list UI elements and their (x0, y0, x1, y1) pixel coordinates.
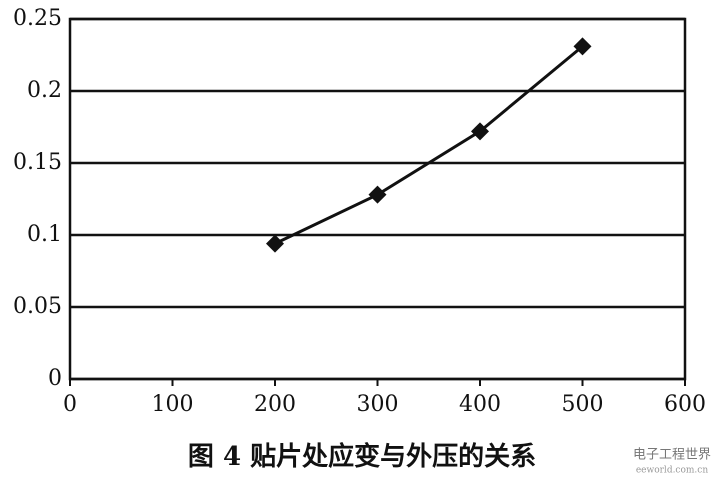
x-tick-label: 300 (357, 392, 399, 417)
marker (573, 37, 592, 56)
marker (368, 185, 387, 204)
line (274, 45, 584, 245)
x-tick-label: 100 (152, 392, 194, 417)
watermark: 电子工程世界 (633, 448, 711, 463)
y-tick-label: 0.15 (13, 150, 62, 175)
x-tick-label: 500 (562, 392, 604, 417)
x-tick-label: 600 (664, 392, 706, 417)
y-tick-label: 0.2 (27, 78, 62, 103)
y-tick-label: 0.1 (27, 222, 62, 247)
marker (266, 234, 284, 253)
x-tick-label: 0 (63, 392, 77, 417)
watermark-url: eeworld.com.cn (636, 466, 708, 476)
y-tick-label: 0.25 (13, 6, 62, 31)
y-tick-label: 0.05 (13, 294, 62, 319)
x-tick-label: 400 (459, 392, 501, 417)
y-tick-label: 0 (48, 366, 62, 391)
x-tick-label: 200 (254, 392, 296, 417)
marker (471, 122, 489, 141)
chart-title: 图 4 贴片处应变与外压的关系 (188, 441, 536, 472)
